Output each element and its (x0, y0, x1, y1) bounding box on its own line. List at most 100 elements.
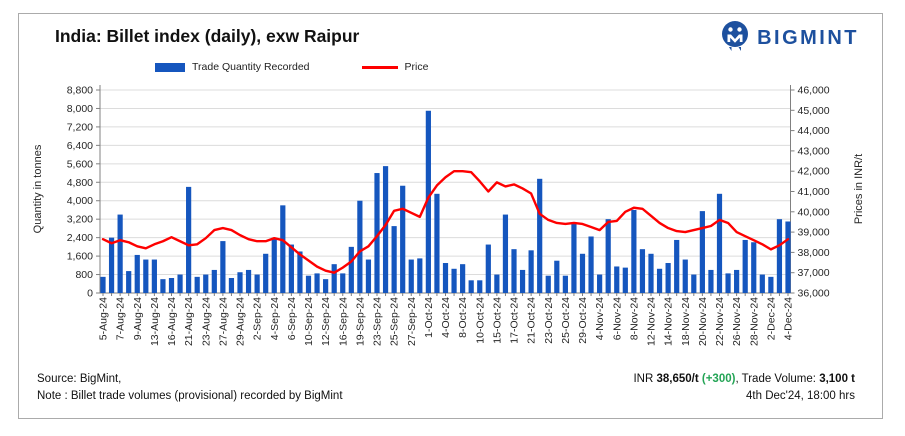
x-tick-label: 21-Oct-24 (526, 297, 538, 344)
bar-d7 (160, 279, 166, 293)
right-axis-tick-label: 45,000 (798, 105, 830, 117)
legend-line-swatch (361, 65, 398, 69)
bar-d73 (725, 273, 731, 293)
bar-d37 (417, 258, 423, 293)
bar-2-Sep-24 (254, 274, 260, 293)
bar-8-Nov-24 (631, 209, 637, 293)
right-axis-tick-label: 39,000 (798, 227, 830, 239)
bar-d51 (537, 178, 543, 293)
price-change: (+300) (701, 373, 736, 385)
left-axis-tick-label: 3,200 (67, 214, 93, 226)
x-tick-label: 10-Oct-24 (474, 297, 486, 344)
right-axis-tick-label: 41,000 (798, 186, 830, 198)
bar-d71 (708, 269, 714, 293)
bar-20-Nov-24 (699, 211, 705, 293)
right-axis-tick-label: 44,000 (798, 125, 830, 137)
right-axis-tick-label: 37,000 (798, 267, 830, 279)
bar-9-Aug-24 (134, 254, 140, 293)
bar-d67 (674, 239, 680, 293)
bar-d27 (331, 264, 337, 293)
x-tick-label: 6-Nov-24 (611, 297, 623, 340)
legend-line-label: Price (404, 61, 429, 73)
bar-d25 (314, 273, 320, 293)
legend-bar-label: Trade Quantity Recorded (192, 61, 310, 73)
x-tick-label: 4-Nov-24 (594, 297, 606, 340)
bar-d45 (485, 244, 491, 293)
right-axis-tick-label: 43,000 (798, 145, 830, 157)
bar-d3 (126, 271, 132, 293)
bar-4-Dec-24 (785, 221, 791, 293)
x-tick-label: 27-Aug-24 (217, 297, 229, 346)
x-tick-label: 12-Nov-24 (646, 297, 658, 346)
left-axis-tick-label: 4,000 (67, 195, 93, 207)
bar-23-Sep-24 (374, 173, 380, 293)
left-axis-tick-label: 8,000 (67, 103, 93, 115)
bar-29-Oct-24 (579, 253, 586, 293)
left-axis-tick-label: 8,800 (67, 85, 93, 97)
right-axis-tick-label: 42,000 (798, 166, 830, 178)
bar-16-Aug-24 (168, 278, 175, 293)
bar-15-Oct-24 (494, 274, 500, 293)
right-axis-tick-label: 38,000 (798, 247, 830, 259)
footer-source-note: Source: BigMint, Note : Billet trade vol… (37, 371, 343, 405)
bar-d11 (194, 276, 200, 293)
x-tick-label: 8-Oct-24 (457, 297, 469, 338)
bar-d23 (297, 251, 303, 293)
x-tick-label: 16-Sep-24 (337, 297, 349, 346)
bar-d55 (571, 222, 577, 293)
bar-d75 (742, 239, 748, 293)
price-line (101, 169, 790, 274)
x-tick-label: 15-Oct-24 (491, 297, 503, 344)
x-tick-label: 23-Aug-24 (200, 297, 212, 346)
right-axis-tick-label: 36,000 (798, 288, 830, 300)
bar-4-Nov-24 (597, 274, 603, 293)
bar-21-Aug-24 (186, 186, 192, 293)
bar-4-Sep-24 (271, 237, 277, 293)
bar-d9 (177, 274, 183, 293)
bar-4-Oct-24 (442, 263, 449, 293)
source-text: Source: BigMint, (37, 373, 122, 385)
bar-6-Sep-24 (288, 244, 294, 293)
bar-6-Nov-24 (614, 266, 620, 293)
bar-d17 (245, 269, 252, 293)
bar-d35 (400, 185, 406, 293)
x-tick-label: 2-Sep-24 (252, 297, 264, 340)
bar-26-Nov-24 (734, 269, 740, 293)
x-tick-label: 23-Sep-24 (372, 297, 384, 346)
left-axis-tick-label: 7,200 (67, 121, 93, 133)
bar-25-Sep-24 (391, 226, 397, 293)
right-axis-tick-label: 46,000 (798, 85, 830, 97)
x-tick-label: 26-Nov-24 (731, 297, 743, 346)
bar-8-Oct-24 (460, 264, 466, 293)
bar-25-Oct-24 (562, 275, 568, 293)
bar-d5 (143, 259, 149, 293)
x-tick-label: 22-Nov-24 (714, 297, 726, 346)
x-tick-label: 16-Aug-24 (166, 297, 178, 346)
bar-d63 (639, 249, 646, 293)
bar-17-Oct-24 (511, 249, 517, 293)
x-tick-label: 9-Aug-24 (132, 297, 144, 340)
bar-27-Sep-24 (408, 259, 414, 293)
x-tick-label: 19-Sep-24 (354, 297, 366, 346)
x-tick-label: 21-Aug-24 (183, 297, 195, 346)
x-tick-label: 4-Dec-24 (783, 297, 795, 340)
x-tick-label: 4-Sep-24 (269, 297, 281, 340)
bar-22-Nov-24 (716, 193, 723, 293)
x-tick-label: 25-Oct-24 (560, 297, 572, 344)
bar-13-Aug-24 (151, 259, 157, 293)
price-summary-line: INR 38,650/t (+300), Trade Volume: 3,100… (633, 373, 855, 385)
left-axis-tick-label: 4,800 (67, 177, 93, 189)
bar-28-Nov-24 (751, 242, 757, 293)
x-tick-label: 4-Oct-24 (440, 297, 452, 338)
bar-21-Oct-24 (528, 250, 534, 293)
x-tick-label: 6-Sep-24 (286, 297, 298, 340)
x-tick-label: 7-Aug-24 (115, 297, 127, 340)
bar-16-Sep-24 (340, 273, 346, 293)
bar-d13 (211, 269, 217, 293)
bar-1-Oct-24 (425, 110, 431, 293)
left-axis-tick-label: 5,600 (67, 158, 93, 170)
current-price: 38,650/t (656, 373, 699, 385)
bar-d41 (451, 268, 457, 293)
bar-d79 (776, 219, 783, 293)
bar-d29 (348, 246, 354, 293)
